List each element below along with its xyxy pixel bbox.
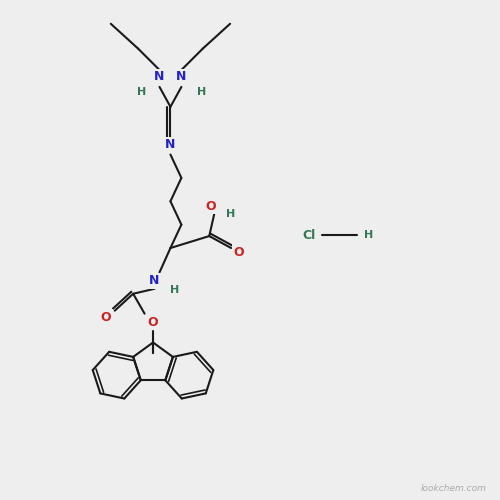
- Text: H: H: [226, 209, 235, 219]
- Text: O: O: [205, 200, 216, 212]
- Text: O: O: [234, 246, 244, 259]
- Text: H: H: [170, 285, 179, 295]
- Text: lookchem.com: lookchem.com: [420, 484, 486, 492]
- Text: O: O: [100, 310, 111, 324]
- Text: H: H: [364, 230, 373, 240]
- Text: N: N: [166, 138, 175, 151]
- Text: N: N: [154, 70, 164, 84]
- Text: N: N: [150, 274, 160, 287]
- Text: N: N: [176, 70, 186, 84]
- Text: Cl: Cl: [302, 228, 316, 241]
- Text: H: H: [196, 87, 206, 97]
- Text: H: H: [137, 87, 146, 97]
- Text: O: O: [148, 316, 158, 328]
